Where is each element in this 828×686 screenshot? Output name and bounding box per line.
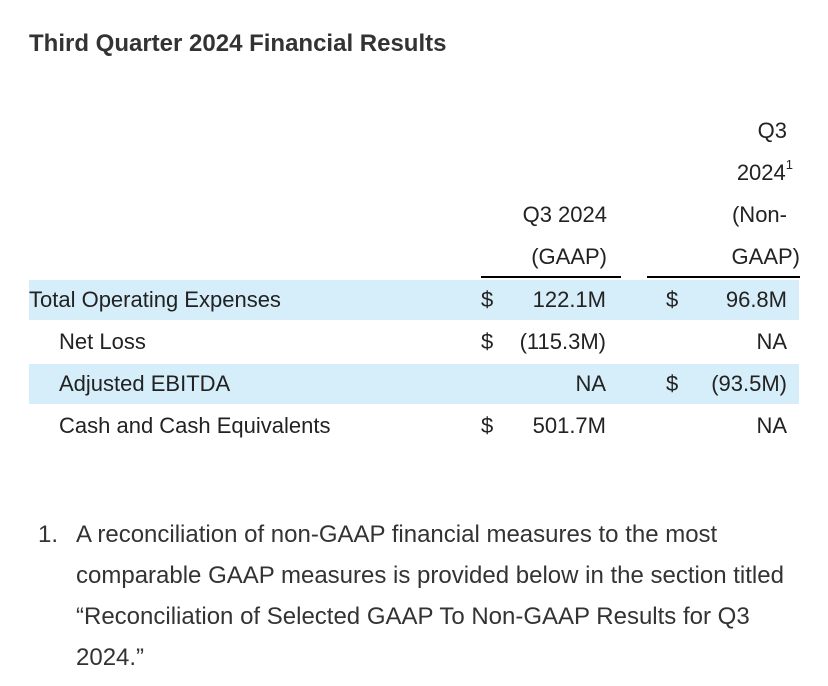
table-row-cash-and-cash-equivalents: Cash and Cash Equivalents $ 501.7M NA: [29, 406, 799, 446]
page-title: Third Quarter 2024 Financial Results: [29, 30, 447, 57]
gaap-column-header-line1: Q3 2024: [522, 202, 607, 227]
non-gaap-value: 96.8M: [725, 287, 787, 312]
non-gaap-dollar-sign: $: [666, 371, 679, 396]
table-row-total-operating-expenses: Total Operating Expenses $ 122.1M $ 96.8…: [29, 280, 799, 320]
gaap-dollar-sign: $: [481, 329, 494, 354]
footnote-number: 1.: [38, 521, 59, 548]
row-label: Adjusted EBITDA: [59, 371, 231, 396]
non-gaap-column-header-rule: [647, 276, 800, 278]
non-gaap-year: 2024: [736, 160, 786, 185]
footnote-text: A reconciliation of non-GAAP financial m…: [76, 521, 784, 671]
non-gaap-dollar-sign: $: [666, 287, 679, 312]
table-row-net-loss: Net Loss $ (115.3M) NA: [29, 322, 799, 362]
non-gaap-column-header-line1: Q3: [757, 118, 787, 143]
non-gaap-value: NA: [756, 413, 787, 438]
gaap-value: 501.7M: [532, 413, 606, 438]
gaap-dollar-sign: $: [481, 287, 494, 312]
non-gaap-column-header-line3: (Non-: [731, 202, 787, 227]
row-label: Net Loss: [59, 329, 146, 354]
row-label: Cash and Cash Equivalents: [59, 413, 331, 438]
gaap-value: (115.3M): [519, 329, 606, 354]
non-gaap-column-header-line2: 20241: [736, 158, 793, 185]
row-label: Total Operating Expenses: [29, 287, 281, 312]
gaap-value: 122.1M: [532, 287, 606, 312]
gaap-column-header-line2: (GAAP): [531, 244, 607, 269]
gaap-dollar-sign: $: [481, 413, 494, 438]
non-gaap-value: NA: [756, 329, 787, 354]
gaap-value: NA: [575, 371, 606, 396]
gaap-column-header-rule: [481, 276, 621, 278]
non-gaap-value: (93.5M): [711, 371, 787, 396]
footnote-marker: 1: [785, 157, 793, 172]
table-row-adjusted-ebitda: Adjusted EBITDA NA $ (93.5M): [29, 364, 799, 404]
non-gaap-column-header-line4: GAAP): [731, 244, 800, 269]
